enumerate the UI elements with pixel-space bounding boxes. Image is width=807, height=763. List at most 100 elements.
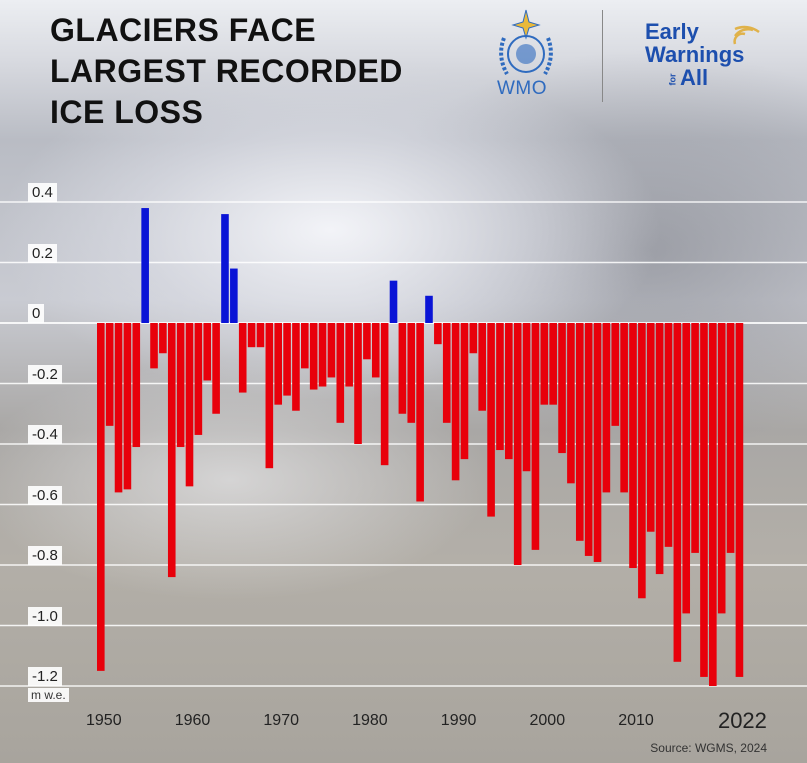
x-tick-label: 1970 bbox=[263, 712, 299, 729]
y-tick-label: -0.8 bbox=[28, 546, 62, 565]
y-tick-label: 0 bbox=[28, 304, 45, 323]
bar-1953 bbox=[123, 323, 132, 490]
bar-1978 bbox=[345, 323, 353, 387]
bar-2006 bbox=[593, 323, 602, 562]
bar-1968 bbox=[256, 323, 265, 348]
bar-1963 bbox=[212, 323, 220, 414]
bar-1995 bbox=[496, 323, 504, 451]
bar-1996 bbox=[505, 323, 513, 460]
ewa-line2: Warnings bbox=[645, 42, 745, 67]
bar-1974 bbox=[309, 323, 318, 390]
bar-1998 bbox=[522, 323, 531, 472]
wmo-logo-text: WMO bbox=[497, 78, 548, 99]
x-tick-label: 2000 bbox=[529, 712, 566, 729]
x-tick-label: 2010 bbox=[618, 712, 654, 729]
x-tick-label: 2022 bbox=[717, 708, 767, 733]
bar-1960 bbox=[185, 323, 194, 487]
bar-2008 bbox=[611, 323, 620, 426]
early-warnings-logo: Early Warnings for All bbox=[645, 20, 744, 91]
x-tick-label: 1980 bbox=[352, 712, 388, 729]
bar-1973 bbox=[301, 323, 309, 369]
bar-1983 bbox=[389, 280, 398, 323]
bar-1970 bbox=[274, 323, 282, 405]
y-tick-label: -1.2 bbox=[28, 667, 62, 686]
bar-1955 bbox=[141, 208, 149, 323]
bar-1959 bbox=[176, 323, 185, 448]
bar-1981 bbox=[371, 323, 380, 378]
bar-1964 bbox=[221, 214, 229, 323]
page-title: GLACIERS FACE LARGEST RECORDED ICE LOSS bbox=[50, 10, 403, 133]
bar-2015 bbox=[673, 323, 682, 662]
title-line: ICE LOSS bbox=[50, 94, 204, 130]
bar-1958 bbox=[167, 323, 176, 578]
bar-1976 bbox=[327, 323, 336, 378]
bar-1982 bbox=[380, 323, 389, 466]
x-tick-label: 1990 bbox=[440, 712, 477, 729]
bar-1971 bbox=[283, 323, 291, 396]
bar-1979 bbox=[354, 323, 362, 444]
y-axis-unit: m w.e. bbox=[28, 688, 69, 702]
bar-1969 bbox=[265, 323, 274, 469]
bar-2021 bbox=[726, 323, 735, 553]
source-note: Source: WGMS, 2024 bbox=[650, 741, 767, 755]
bar-2018 bbox=[700, 323, 708, 677]
bar-2017 bbox=[691, 323, 699, 553]
x-tick-label: 1950 bbox=[86, 712, 122, 729]
bar-2013 bbox=[655, 323, 664, 575]
y-tick-label: 0.2 bbox=[28, 243, 57, 263]
title-line: GLACIERS FACE bbox=[50, 12, 317, 48]
bar-1997 bbox=[513, 323, 522, 565]
bar-1957 bbox=[159, 323, 167, 354]
bar-1972 bbox=[292, 323, 300, 411]
y-tick-label: -0.6 bbox=[28, 485, 62, 505]
bar-2002 bbox=[558, 323, 566, 454]
bar-1980 bbox=[363, 323, 371, 360]
ewa-line1: Early bbox=[645, 19, 699, 44]
bar-1986 bbox=[416, 323, 424, 502]
bar-1975 bbox=[318, 323, 327, 387]
bar-2010 bbox=[629, 323, 637, 569]
bar-1966 bbox=[238, 323, 247, 393]
bar-1977 bbox=[336, 323, 345, 423]
bar-1956 bbox=[150, 323, 158, 369]
wmo-emblem-icon bbox=[499, 9, 553, 75]
bar-1950 bbox=[97, 323, 105, 671]
bar-2009 bbox=[620, 323, 628, 493]
ewa-all: All bbox=[680, 65, 709, 90]
bar-2014 bbox=[664, 323, 673, 547]
title-line: LARGEST RECORDED bbox=[50, 53, 403, 89]
bar-1994 bbox=[487, 323, 495, 517]
y-tick-label: 0.4 bbox=[28, 183, 57, 202]
bar-2001 bbox=[549, 323, 557, 405]
bar-2019 bbox=[709, 323, 717, 686]
bar-2007 bbox=[602, 323, 611, 493]
bar-2020 bbox=[717, 323, 726, 614]
bar-1954 bbox=[132, 323, 141, 448]
bar-2022 bbox=[735, 323, 744, 677]
bar-2011 bbox=[638, 323, 646, 599]
bar-1951 bbox=[105, 323, 114, 426]
bar-1987 bbox=[425, 295, 433, 323]
bar-2000 bbox=[540, 323, 549, 405]
bar-1961 bbox=[194, 323, 203, 435]
bar-1985 bbox=[407, 323, 416, 423]
y-tick-label: -1.0 bbox=[28, 606, 62, 626]
bar-1984 bbox=[398, 323, 407, 414]
bar-2004 bbox=[575, 323, 584, 541]
x-tick-label: 1960 bbox=[174, 712, 211, 729]
bar-1992 bbox=[469, 323, 478, 354]
bar-1989 bbox=[442, 323, 451, 423]
y-tick-label: -0.2 bbox=[28, 364, 62, 384]
y-tick-label: -0.4 bbox=[28, 425, 62, 444]
bar-2016 bbox=[682, 323, 691, 614]
bar-1990 bbox=[451, 323, 460, 481]
bar-1991 bbox=[460, 323, 469, 460]
bar-1965 bbox=[230, 268, 238, 323]
bar-1993 bbox=[478, 323, 487, 411]
bar-1952 bbox=[114, 323, 123, 493]
logo-divider bbox=[602, 10, 603, 102]
bar-1988 bbox=[434, 323, 442, 345]
bar-2012 bbox=[646, 323, 655, 532]
bar-1999 bbox=[531, 323, 540, 550]
